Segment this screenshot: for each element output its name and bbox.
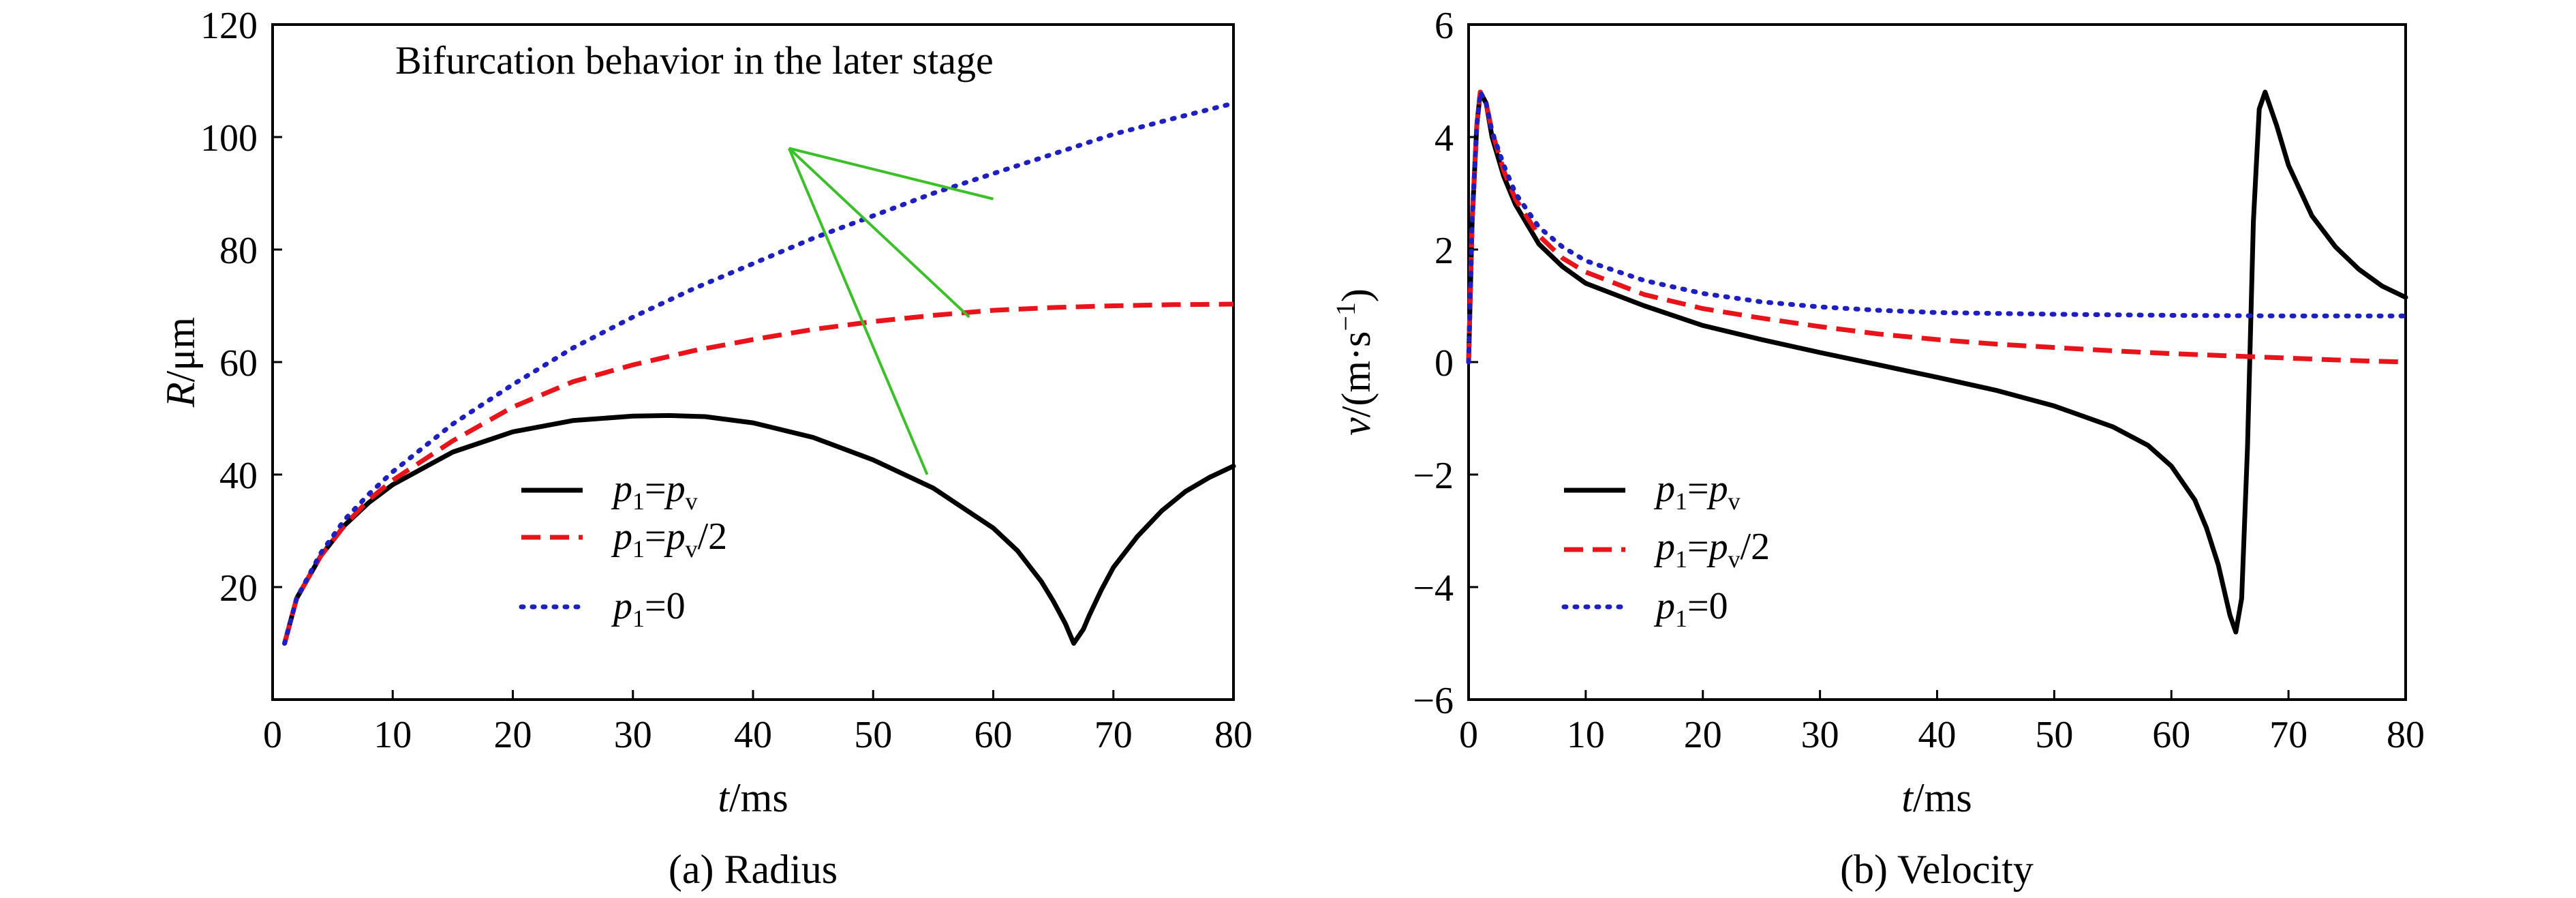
x-tick-label-b-20: 20 (1684, 714, 1722, 756)
y-tick-label-b--6: −6 (1413, 680, 1454, 722)
x-tick-label-b-60: 60 (2152, 714, 2190, 756)
x-tick-label-a-0: 0 (263, 714, 282, 756)
annotation-group (788, 147, 994, 475)
y-tick-label-b--2: −2 (1413, 455, 1454, 497)
y-tick-label-b--4: −4 (1413, 567, 1454, 610)
legend-label-b-3: p1=0 (1653, 585, 1728, 632)
y-axis-title-a: R/μm (158, 317, 203, 408)
x-tick-label-b-40: 40 (1918, 714, 1957, 756)
x-tick-label-b-70: 70 (2269, 714, 2307, 756)
caption-a: (a) Radius (669, 847, 838, 892)
series-line-b-solid (1466, 89, 2408, 635)
series-group-a (282, 101, 1236, 646)
y-tick-label-b-6: 6 (1435, 5, 1454, 47)
y-tick-label-a-60: 60 (219, 342, 258, 385)
x-tick-label-a-60: 60 (975, 714, 1013, 756)
x-tick-label-b-50: 50 (2035, 714, 2073, 756)
series-group-b (1466, 89, 2408, 635)
x-tick-label-b-0: 0 (1459, 714, 1478, 756)
y-tick-label-a-120: 120 (200, 5, 258, 47)
panel-velocity: 0 10 20 30 40 50 60 70 80 −6 −4 −2 0 2 4 6 p1=pv p1=pv/… (1330, 5, 2425, 892)
series-line-b-dotted (1466, 89, 2408, 365)
series-line-a-solid (282, 413, 1236, 646)
annotation-pointer-2 (788, 147, 970, 318)
series-line-a-dashed (282, 301, 1234, 644)
axis-ticks-b: 0 10 20 30 40 50 60 70 80 −6 −4 −2 0 2 4 6 (1413, 5, 2425, 756)
legend-label-b-2: p1=pv/2 (1653, 526, 1770, 573)
plot-frame-b (1467, 23, 2407, 701)
legend-b: p1=pv p1=pv/2 p1=0 (1561, 468, 1770, 632)
x-axis-title-b: t/ms (1901, 775, 1972, 820)
plot-frame-a (271, 23, 1235, 701)
x-tick-label-b-10: 10 (1567, 714, 1605, 756)
y-tick-label-b-4: 4 (1435, 117, 1454, 160)
x-tick-label-a-70: 70 (1094, 714, 1133, 756)
x-tick-label-a-30: 30 (614, 714, 652, 756)
axis-ticks-a: 0 10 20 30 40 50 60 70 80 20 40 60 80 100 120 (200, 5, 1253, 756)
series-line-a-dotted (282, 101, 1236, 646)
series-line-b-dashed (1466, 89, 2406, 365)
x-tick-label-a-40: 40 (734, 714, 772, 756)
caption-b: (b) Velocity (1840, 847, 2034, 892)
x-tick-label-a-50: 50 (854, 714, 892, 756)
y-tick-label-b-2: 2 (1435, 230, 1454, 272)
x-tick-label-a-80: 80 (1214, 714, 1253, 756)
y-tick-label-a-80: 80 (219, 230, 258, 272)
x-tick-label-b-80: 80 (2387, 714, 2425, 756)
annotation-text: Bifurcation behavior in the later stage (395, 38, 994, 83)
y-tick-label-b-0: 0 (1435, 342, 1454, 385)
legend-label-a-2: p1=pv/2 (611, 515, 727, 563)
x-tick-label-a-20: 20 (494, 714, 532, 756)
y-axis-title-b: v/(m·s−1) (1330, 288, 1379, 436)
y-tick-label-a-40: 40 (219, 455, 258, 497)
x-axis-title-a: t/ms (718, 775, 788, 820)
legend-label-a-1: p1=pv (611, 468, 698, 515)
legend-label-b-1: p1=pv (1653, 468, 1741, 515)
legend-a: p1=pv p1=pv/2 p1=0 (519, 468, 727, 632)
x-tick-label-b-30: 30 (1801, 714, 1839, 756)
annotation-pointer-1 (788, 147, 994, 200)
legend-label-a-3: p1=0 (611, 585, 686, 632)
panel-radius: 0 10 20 30 40 50 60 70 80 20 40 60 80 100 120 Bifurcat… (158, 5, 1253, 892)
x-tick-label-a-10: 10 (373, 714, 412, 756)
y-tick-label-a-100: 100 (200, 117, 258, 160)
annotation-pointer-3 (788, 147, 929, 475)
y-tick-label-a-20: 20 (219, 567, 258, 610)
